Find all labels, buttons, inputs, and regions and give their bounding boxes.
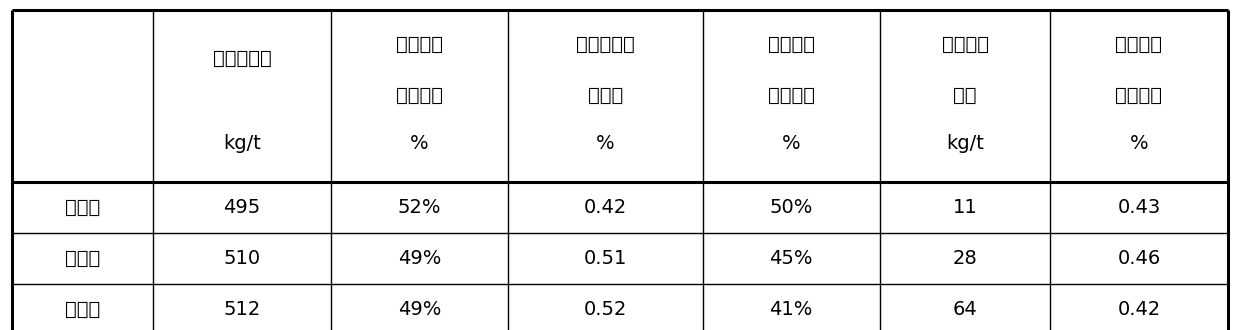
Text: 28: 28	[952, 249, 977, 268]
Text: %: %	[410, 134, 429, 153]
Text: 0.42: 0.42	[1117, 300, 1161, 319]
Text: 50%: 50%	[770, 198, 813, 216]
Text: 波动后铁: 波动后铁	[1116, 35, 1162, 54]
Text: 64: 64	[952, 300, 977, 319]
Text: 波动后煤: 波动后煤	[768, 35, 815, 54]
Text: 49%: 49%	[398, 249, 441, 268]
Text: 49%: 49%	[398, 300, 441, 319]
Text: 波动前煤: 波动前煤	[396, 35, 443, 54]
Text: 0.43: 0.43	[1117, 198, 1161, 216]
Text: 波动前铁水: 波动前铁水	[575, 35, 635, 54]
Text: 52%: 52%	[398, 198, 441, 216]
Text: 水含硅量: 水含硅量	[1116, 86, 1162, 105]
Text: 0.42: 0.42	[584, 198, 627, 216]
Text: 燃料比调: 燃料比调	[941, 35, 988, 54]
Text: 45%: 45%	[770, 249, 813, 268]
Text: kg/t: kg/t	[946, 134, 985, 153]
Text: 0.46: 0.46	[1117, 249, 1161, 268]
Text: 气利用率: 气利用率	[768, 86, 815, 105]
Text: 气利用率: 气利用率	[396, 86, 443, 105]
Text: 510: 510	[223, 249, 260, 268]
Text: %: %	[1130, 134, 1148, 153]
Text: 41%: 41%	[770, 300, 813, 319]
Text: 11: 11	[952, 198, 977, 216]
Text: 512: 512	[223, 300, 260, 319]
Text: 工况一: 工况一	[66, 198, 100, 216]
Text: 495: 495	[223, 198, 260, 216]
Text: %: %	[596, 134, 615, 153]
Text: 工况二: 工况二	[66, 249, 100, 268]
Text: 基础燃料比: 基础燃料比	[212, 49, 272, 67]
Text: %: %	[782, 134, 801, 153]
Text: 0.52: 0.52	[584, 300, 627, 319]
Text: 整量: 整量	[954, 86, 977, 105]
Text: kg/t: kg/t	[223, 134, 260, 153]
Text: 工况三: 工况三	[66, 300, 100, 319]
Text: 0.51: 0.51	[584, 249, 627, 268]
Text: 含硅量: 含硅量	[588, 86, 622, 105]
